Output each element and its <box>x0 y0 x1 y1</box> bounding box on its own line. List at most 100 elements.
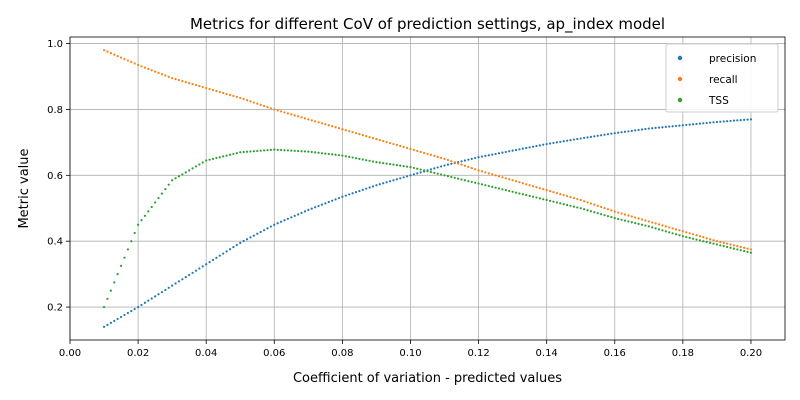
x-tick-label: 0.00 <box>59 348 81 359</box>
data-point <box>109 289 112 292</box>
data-point <box>181 173 184 176</box>
data-point <box>133 231 136 235</box>
data-point <box>269 107 272 110</box>
data-point <box>674 228 678 231</box>
data-point <box>300 150 303 153</box>
data-point <box>198 163 201 166</box>
data-point <box>181 80 184 83</box>
data-point <box>320 152 324 155</box>
data-point <box>331 153 334 156</box>
data-point <box>399 144 402 148</box>
data-point <box>388 163 392 166</box>
y-tick-label: 0.2 <box>47 303 63 314</box>
data-point <box>572 138 576 141</box>
data-point <box>470 180 473 184</box>
data-point <box>681 230 684 233</box>
data-point <box>232 246 235 249</box>
data-point <box>688 123 691 126</box>
data-point <box>651 221 654 224</box>
data-point <box>671 232 674 235</box>
data-point <box>610 216 613 219</box>
data-point <box>440 156 443 159</box>
data-point <box>572 196 576 200</box>
data-point <box>167 75 170 78</box>
data-point <box>715 243 719 246</box>
data-point <box>331 199 334 202</box>
data-point <box>722 120 725 123</box>
data-point <box>276 148 279 151</box>
data-point <box>354 157 358 160</box>
data-point <box>548 199 552 202</box>
legend: precision recall TSS <box>665 43 779 113</box>
data-point <box>657 223 661 226</box>
data-point <box>395 164 398 167</box>
data-point <box>511 179 514 182</box>
data-point <box>467 158 470 161</box>
data-point <box>279 220 283 223</box>
legend-items: precision recall TSS <box>677 53 756 107</box>
data-point <box>354 191 358 194</box>
data-point <box>634 221 637 225</box>
data-point <box>337 127 341 130</box>
legend-marker <box>677 55 683 61</box>
data-point <box>446 158 450 162</box>
data-point <box>559 192 562 196</box>
data-point <box>691 123 695 126</box>
data-point <box>606 133 610 136</box>
data-point <box>106 50 109 53</box>
data-point <box>242 239 245 243</box>
data-point <box>627 130 630 133</box>
data-point <box>576 137 579 141</box>
data-point <box>405 165 409 168</box>
data-point <box>297 213 300 216</box>
data-point <box>600 134 603 137</box>
data-point <box>324 152 327 155</box>
data-point <box>674 124 678 128</box>
data-point <box>259 149 262 152</box>
data-point <box>113 53 116 56</box>
data-point <box>171 284 174 287</box>
data-point <box>136 305 140 309</box>
legend-label: TSS <box>708 95 729 107</box>
data-point <box>668 231 671 234</box>
legend-label: recall <box>709 74 738 86</box>
data-point <box>474 181 477 184</box>
data-point <box>273 223 276 226</box>
data-point <box>589 135 593 138</box>
data-point <box>460 163 463 166</box>
data-point <box>647 220 650 223</box>
data-point <box>252 234 255 237</box>
data-point <box>668 226 671 229</box>
data-point <box>259 103 262 106</box>
data-point <box>416 149 419 153</box>
data-point <box>708 241 712 244</box>
data-point <box>130 240 133 243</box>
data-point <box>436 155 439 158</box>
data-point <box>324 123 327 126</box>
data-point <box>242 97 245 101</box>
data-point <box>160 290 164 294</box>
data-point <box>371 137 375 140</box>
data-point <box>552 141 555 145</box>
data-point <box>198 84 201 88</box>
data-point <box>494 186 497 189</box>
data-point <box>218 90 221 94</box>
data-point <box>375 161 378 164</box>
data-point <box>286 217 290 220</box>
data-point <box>535 186 538 189</box>
data-point <box>749 248 753 251</box>
data-point <box>358 157 361 160</box>
data-point <box>463 159 467 162</box>
data-point <box>685 235 688 239</box>
data-point <box>303 117 307 120</box>
data-point <box>497 175 501 178</box>
data-point <box>249 150 252 153</box>
data-point <box>620 212 623 215</box>
data-point <box>102 305 106 309</box>
data-point <box>119 264 123 267</box>
data-point <box>361 188 364 191</box>
data-point <box>504 177 507 180</box>
y-tick-label: 0.6 <box>47 171 63 182</box>
data-point <box>184 171 187 174</box>
data-point <box>681 124 684 127</box>
